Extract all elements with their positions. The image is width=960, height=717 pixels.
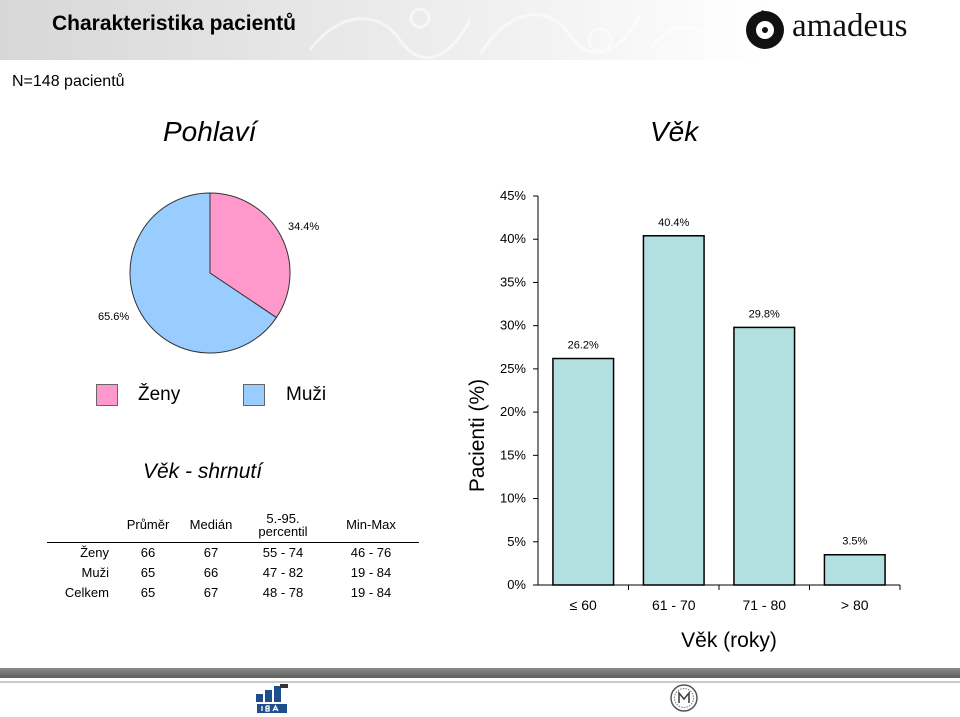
table-cell: 67	[203, 544, 219, 560]
y-tick-label: 5%	[507, 534, 526, 549]
table-cell: 47 - 82	[262, 564, 304, 580]
table-row: Celkem 65 67 48 - 78 19 - 84	[47, 582, 419, 602]
row-label: Ženy	[80, 544, 109, 560]
table-cell: 48 - 78	[262, 584, 304, 600]
amadeus-logo: amadeus	[743, 8, 943, 50]
bar-value-label: 26.2%	[568, 340, 599, 352]
sex-section-title: Pohlaví	[163, 116, 257, 147]
x-tick-label: 61 - 70	[652, 597, 696, 613]
footer-bar	[0, 668, 960, 678]
footer-divider	[0, 681, 960, 683]
university-seal-icon	[670, 684, 698, 712]
x-axis-label: Věk (roky)	[681, 629, 777, 652]
pie-label-muzi: 65.6%	[98, 311, 130, 323]
decorative-swirl	[308, 7, 717, 59]
x-tick-label: > 80	[841, 597, 869, 613]
pie-slice-zeny	[209, 192, 291, 319]
table-header-row: Průměr Medián 5.-95. percentil Min-Max	[47, 508, 419, 542]
table-cell: 19 - 84	[350, 564, 392, 580]
sample-size-label: N=148 pacientů	[12, 73, 125, 90]
table-corner	[47, 508, 117, 542]
col-header-minmax: Min-Max	[346, 517, 396, 533]
legend-swatch-zeny	[96, 384, 118, 406]
y-tick-label: 25%	[500, 361, 526, 376]
y-tick-label: 15%	[500, 447, 526, 462]
bar-0	[552, 357, 615, 586]
logo-text: amadeus	[792, 8, 908, 44]
y-tick-label: 35%	[500, 274, 526, 289]
col-header-mean: Průměr	[126, 517, 170, 533]
y-tick-label: 45%	[500, 188, 526, 203]
y-axis-label: Pacienti (%)	[466, 379, 489, 492]
header-banner: Charakteristika pacientů amadeus	[0, 0, 960, 60]
table-cell: 65	[140, 564, 156, 580]
table-cell: 46 - 76	[350, 544, 392, 560]
row-label: Muži	[81, 564, 109, 580]
table-cell: 66	[203, 564, 219, 580]
table-cell: 67	[203, 584, 219, 600]
age-summary-table: Průměr Medián 5.-95. percentil Min-Max Ž…	[47, 508, 419, 602]
table-cell: 55 - 74	[262, 544, 304, 560]
legend-swatch-muzi	[243, 384, 265, 406]
table-cell: 66	[140, 544, 156, 560]
page-title: Charakteristika pacientů	[52, 12, 296, 35]
legend-label-zeny: Ženy	[138, 384, 181, 405]
age-bar-chart: 0% 5% 10% 15% 20% 25% 30% 35% 40% 45% Pacienti (%)…	[466, 188, 901, 652]
pie-slice-muzi	[129, 192, 278, 354]
bar-1	[642, 235, 705, 586]
pie-label-zeny: 34.4%	[288, 221, 320, 233]
x-tick-label: ≤ 60	[570, 597, 597, 613]
y-tick-label: 0%	[507, 577, 526, 592]
bar-2	[733, 326, 796, 586]
y-tick-label: 30%	[500, 318, 526, 333]
y-tick-label: 20%	[500, 404, 526, 419]
table-row: Ženy 66 67 55 - 74 46 - 76	[47, 542, 419, 562]
table-cell: 65	[140, 584, 156, 600]
legend-label-muzi: Muži	[286, 384, 327, 405]
sex-pie-chart	[129, 192, 291, 354]
age-section-title: Věk	[650, 116, 699, 147]
col-header-median: Medián	[189, 517, 233, 533]
col-header-percentile: 5.-95. percentil	[258, 510, 308, 539]
bar-value-label: 40.4%	[658, 217, 689, 229]
table-cell: 19 - 84	[350, 584, 392, 600]
bar-value-label: 29.8%	[749, 308, 780, 320]
summary-title: Věk - shrnutí	[143, 460, 263, 483]
x-tick-label: 71 - 80	[742, 597, 786, 613]
iba-logo-icon	[256, 684, 288, 713]
y-tick-label: 10%	[500, 491, 526, 506]
amadeus-logo-icon	[746, 10, 784, 49]
y-tick-label: 40%	[500, 231, 526, 246]
bar-3	[823, 553, 886, 586]
table-row: Muži 65 66 47 - 82 19 - 84	[47, 562, 419, 582]
bar-value-label: 3.5%	[842, 536, 867, 548]
row-label: Celkem	[64, 584, 109, 600]
